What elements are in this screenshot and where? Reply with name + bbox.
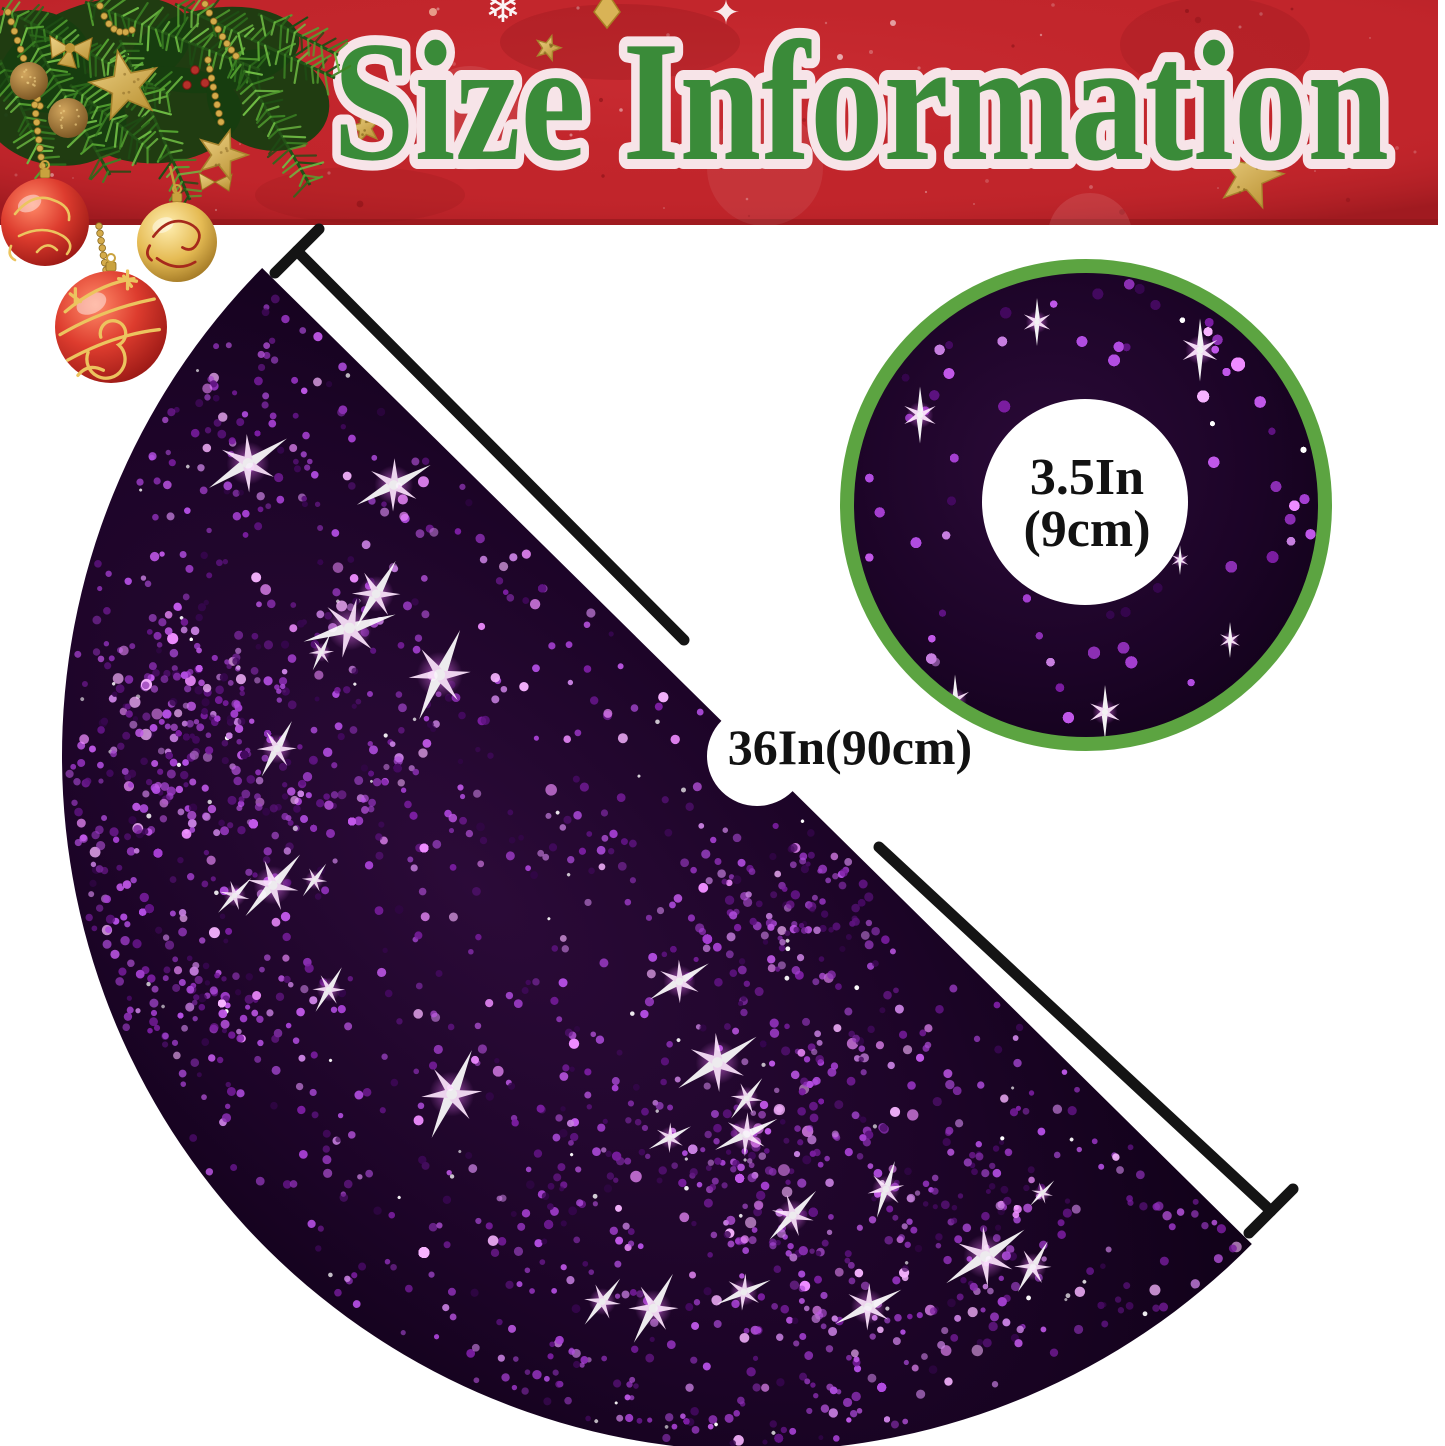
sparkle-icon: ✦ (712, 0, 741, 33)
hole-size-label-line2: (9cm) (1023, 501, 1150, 558)
page-title: Size Information (333, 7, 1389, 197)
measurement-cap-upper (269, 223, 325, 279)
banner-dot (429, 8, 437, 16)
banner-bokeh (707, 110, 823, 226)
gold-kite-ornament-icon (593, 0, 621, 30)
measurement-line-upper (291, 245, 690, 646)
tree-skirt (0, 268, 1252, 1446)
banner-blotch (500, 4, 740, 80)
detail-sequins (865, 279, 1316, 724)
center-hole-detail-view: 3.5In (9cm) (840, 259, 1332, 751)
center-hole (982, 399, 1188, 605)
banner-dot (837, 54, 843, 60)
diameter-measurement (269, 223, 1299, 1239)
title-banner: ❄ ✦ Size Information (0, 0, 1438, 277)
banner-bottom-edge (0, 219, 1438, 225)
banner-bokeh (418, 66, 522, 170)
measurement-line-lower (873, 841, 1277, 1217)
banner-bokeh (1048, 193, 1132, 277)
hole-size-label-line1: 3.5In (1030, 449, 1144, 506)
christmas-decoration-cluster (0, 0, 352, 383)
banner-gold-stars (347, 33, 1286, 210)
detail-ring (840, 259, 1332, 751)
banner-dot (890, 20, 896, 26)
banner-dot (1092, 92, 1100, 100)
banner-blotch (1120, 0, 1310, 93)
measurement-cap-lower (1243, 1183, 1299, 1239)
diameter-label: 36In(90cm) (728, 719, 972, 775)
snowflake-icon: ❄ (485, 0, 522, 33)
tree-skirt-sequins (65, 294, 1242, 1446)
